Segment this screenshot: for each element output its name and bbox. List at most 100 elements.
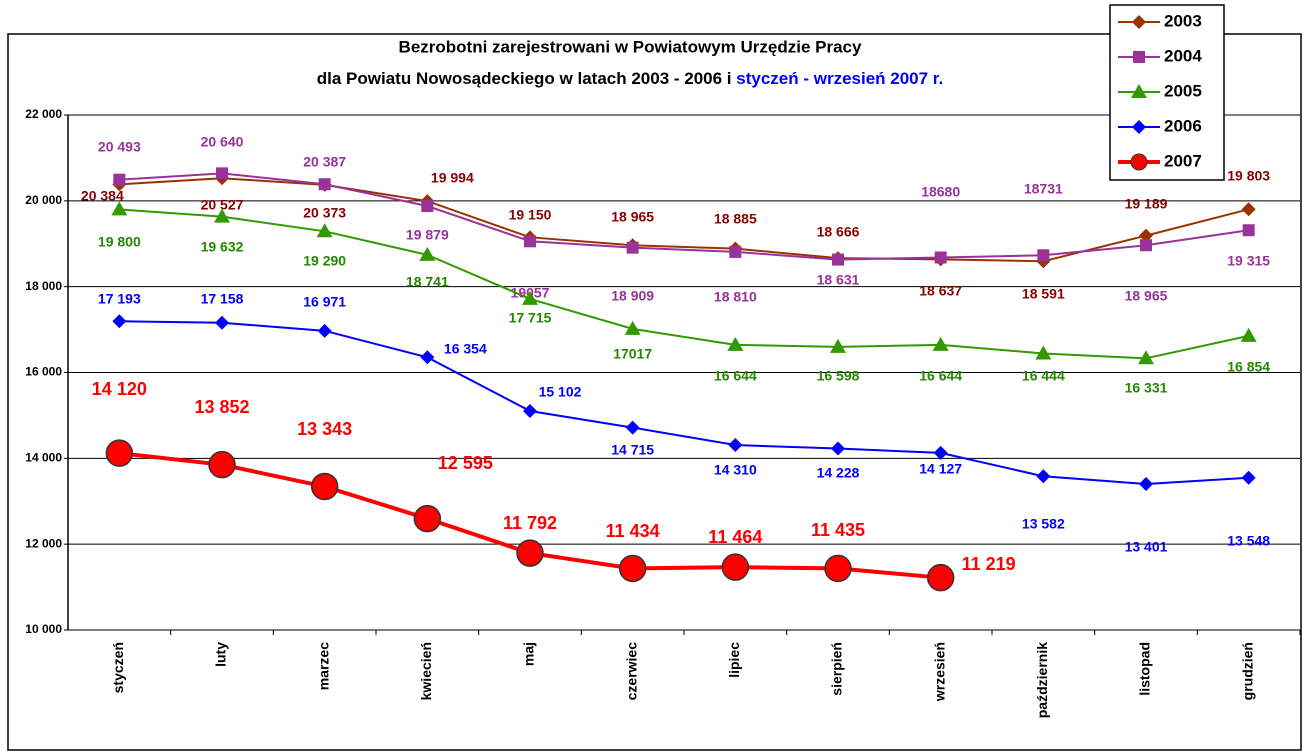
data-label: 18731: [1024, 181, 1063, 197]
marker: [316, 223, 333, 238]
x-tick-label: październik: [1034, 642, 1050, 718]
legend-label: 2003: [1164, 11, 1202, 30]
y-tick-label: 22 000: [25, 107, 62, 121]
legend-marker: [1133, 51, 1145, 63]
data-label: 17 193: [98, 291, 141, 307]
data-label: 13 401: [1125, 539, 1168, 555]
data-label: 17 715: [509, 310, 552, 326]
data-label: 19 315: [1227, 253, 1270, 269]
data-label: 11 219: [962, 554, 1016, 574]
data-label: 20 387: [303, 154, 346, 170]
x-tick-label: czerwiec: [623, 642, 639, 701]
data-label: 16 854: [1227, 359, 1270, 375]
marker: [926, 563, 955, 592]
data-label: 18680: [921, 184, 960, 200]
data-label: 16 644: [919, 368, 962, 384]
marker: [1037, 249, 1050, 262]
series-line: [119, 172, 1249, 261]
marker: [522, 290, 538, 305]
data-label: 19 800: [98, 234, 141, 250]
legend-marker: [1132, 15, 1146, 29]
marker: [831, 441, 845, 456]
marker: [729, 245, 742, 258]
x-tick-label: marzec: [315, 642, 331, 690]
chart-frame: [7, 33, 1302, 751]
data-label: 18 965: [611, 209, 654, 225]
marker: [618, 554, 647, 583]
y-tick-label: 20 000: [25, 193, 62, 207]
data-label: 14 228: [817, 465, 860, 481]
legend-marker: [1131, 84, 1147, 98]
marker: [1139, 228, 1153, 243]
x-tick-label: maj: [521, 642, 537, 666]
data-label: 13 548: [1227, 533, 1270, 549]
data-label: 20 493: [98, 139, 141, 155]
x-tick-label: luty: [213, 642, 229, 667]
data-label: 16 644: [714, 368, 757, 384]
marker: [832, 253, 844, 266]
marker: [626, 241, 639, 254]
data-label: 18 741: [406, 274, 449, 290]
data-label: 17017: [613, 346, 652, 362]
marker: [1140, 239, 1152, 252]
marker: [317, 323, 332, 338]
series-line: [119, 208, 1249, 360]
data-label: 14 310: [714, 462, 757, 478]
data-label: 11 435: [811, 520, 865, 540]
data-label: 18 666: [817, 224, 860, 240]
data-label: 15 102: [539, 384, 582, 400]
marker: [1240, 327, 1257, 342]
marker: [413, 504, 442, 533]
y-tick-label: 12 000: [25, 536, 62, 550]
marker: [208, 450, 236, 479]
data-label: 14 715: [611, 442, 654, 458]
marker: [830, 338, 846, 353]
marker: [523, 404, 537, 419]
data-label: 13 343: [297, 419, 352, 439]
y-tick-label: 16 000: [25, 365, 62, 379]
marker: [105, 439, 134, 467]
data-label: 11 464: [708, 527, 762, 547]
legend-label: 2006: [1164, 116, 1202, 135]
data-label: 18 591: [1022, 286, 1065, 302]
legend-marker: [1130, 153, 1148, 171]
y-tick-label: 10 000: [25, 622, 62, 636]
data-label: 18 909: [611, 288, 654, 304]
data-label: 14 127: [919, 461, 962, 477]
subtitle-text: dla Powiatu Nowosądeckiego w latach 2003…: [317, 69, 737, 88]
marker: [214, 208, 230, 223]
data-label: 19 994: [431, 170, 474, 186]
legend-label: 2007: [1164, 151, 1202, 170]
marker: [625, 420, 640, 435]
data-label: 20 640: [201, 134, 244, 150]
marker: [721, 553, 750, 581]
marker: [318, 178, 331, 191]
x-tick-label: lipiec: [726, 642, 742, 678]
marker: [516, 539, 544, 567]
chart-title: Bezrobotni zarejestrowani w Powiatowym U…: [399, 37, 862, 56]
marker: [1139, 477, 1153, 492]
marker: [727, 336, 744, 351]
marker: [419, 246, 436, 261]
marker: [1035, 345, 1052, 360]
data-label: 16 444: [1022, 368, 1065, 384]
data-label: 18 810: [714, 289, 757, 305]
data-label: 11 434: [606, 521, 660, 541]
marker: [524, 235, 536, 248]
x-tick-label: styczeń: [110, 642, 126, 693]
data-label: 16 331: [1125, 380, 1168, 396]
marker: [934, 251, 947, 264]
y-tick-label: 14 000: [25, 451, 62, 465]
legend-label: 2005: [1164, 81, 1202, 100]
marker: [1241, 470, 1256, 485]
data-label: 11 792: [503, 513, 557, 533]
subtitle-highlight: styczeń - wrzesień 2007 r.: [736, 69, 943, 88]
data-label: 20 373: [303, 205, 346, 221]
marker: [112, 314, 127, 329]
marker: [824, 554, 852, 583]
x-tick-label: sierpień: [829, 642, 845, 696]
data-label: 17 158: [201, 291, 244, 307]
data-label: 16 971: [303, 294, 346, 310]
x-tick-label: kwiecień: [418, 642, 434, 700]
